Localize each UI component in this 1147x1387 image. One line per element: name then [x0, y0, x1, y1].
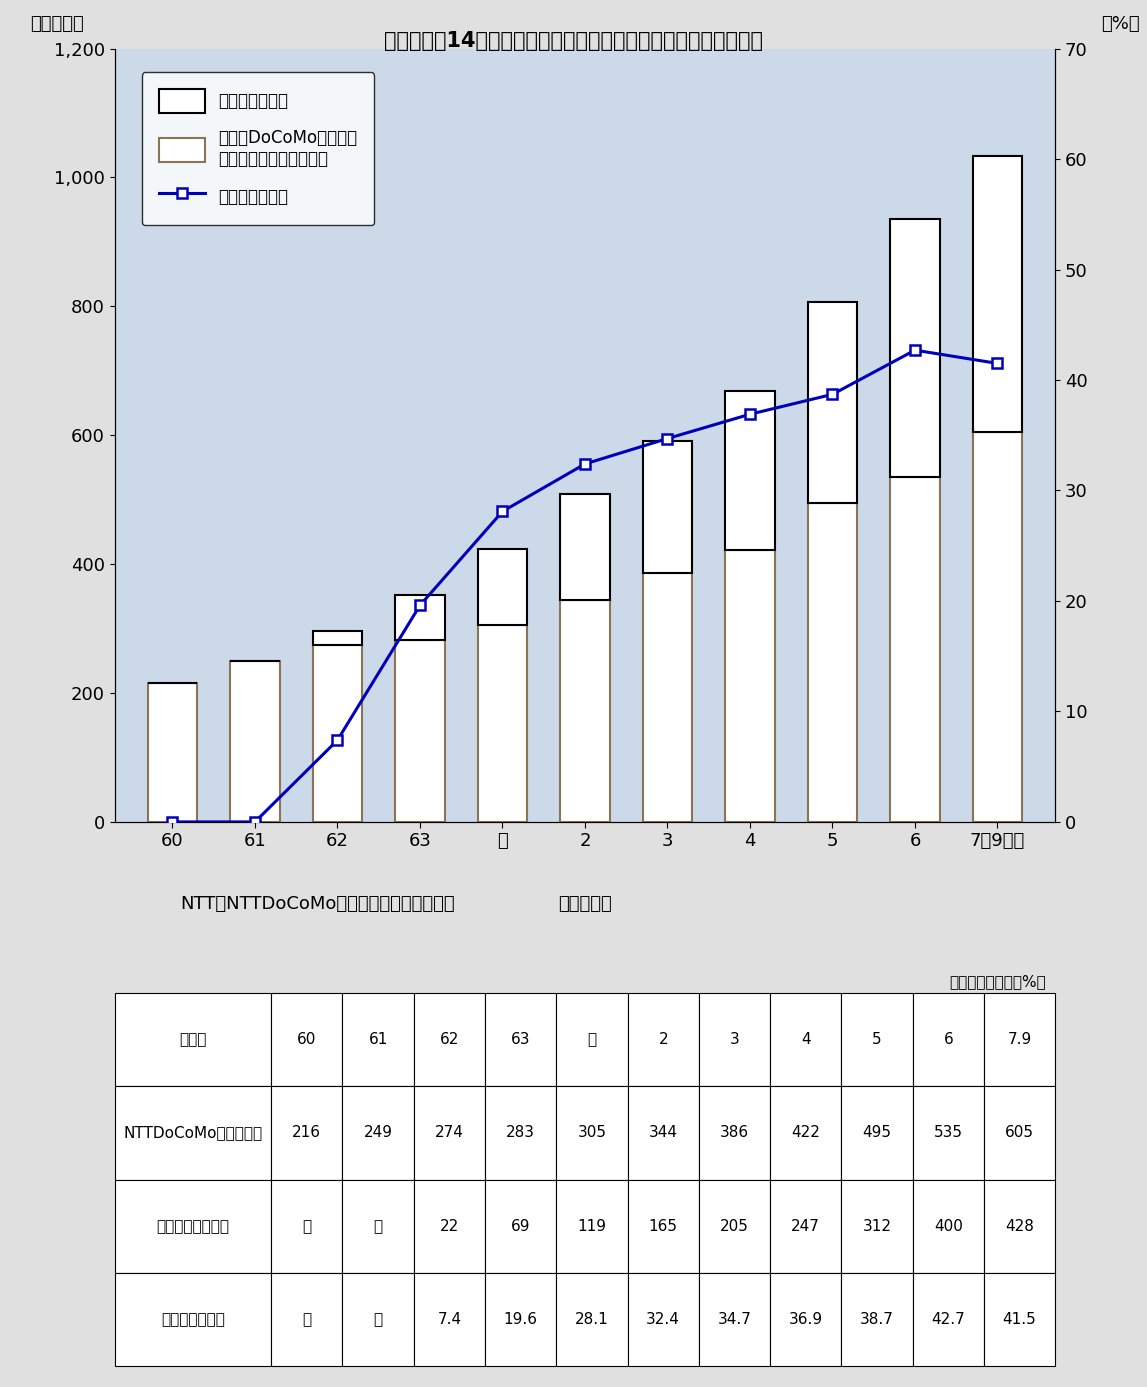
Bar	[396, 595, 445, 639]
Legend: 新事業者契約数, ＮＴＴDoCoMo等契約数
（３年度以前はＮＴＴ）, 新事業者シェア: 新事業者契約数, ＮＴＴDoCoMo等契約数 （３年度以前はＮＴＴ）, 新事業者…	[142, 72, 374, 225]
Bar	[313, 631, 362, 645]
Bar	[725, 549, 774, 822]
Bar	[477, 549, 528, 626]
Bar	[725, 391, 774, 549]
Bar	[807, 503, 857, 822]
Bar	[973, 431, 1022, 822]
Bar	[642, 441, 693, 573]
Text: NTT、NTTDoCoMo等、新事業者により作成: NTT、NTTDoCoMo等、新事業者により作成	[180, 895, 455, 913]
Bar	[148, 682, 197, 822]
Bar	[560, 494, 610, 601]
Bar	[231, 662, 280, 822]
Bar	[807, 302, 857, 503]
Text: （年度末）: （年度末）	[559, 896, 611, 914]
Bar	[890, 477, 939, 822]
Text: （%）: （%）	[1101, 15, 1140, 33]
Text: 第１－１－14図　無線呼出し契約数及び新事業者のシェアの推移: 第１－１－14図 無線呼出し契約数及び新事業者のシェアの推移	[384, 31, 763, 50]
Bar	[973, 157, 1022, 431]
Bar	[642, 573, 693, 822]
Bar	[890, 219, 939, 477]
Bar	[477, 626, 528, 822]
Text: （万契約）: （万契約）	[30, 15, 84, 33]
Bar	[313, 645, 362, 822]
Bar	[396, 639, 445, 822]
Bar	[560, 601, 610, 822]
Text: （単位：万契約、%）: （単位：万契約、%）	[949, 974, 1046, 989]
